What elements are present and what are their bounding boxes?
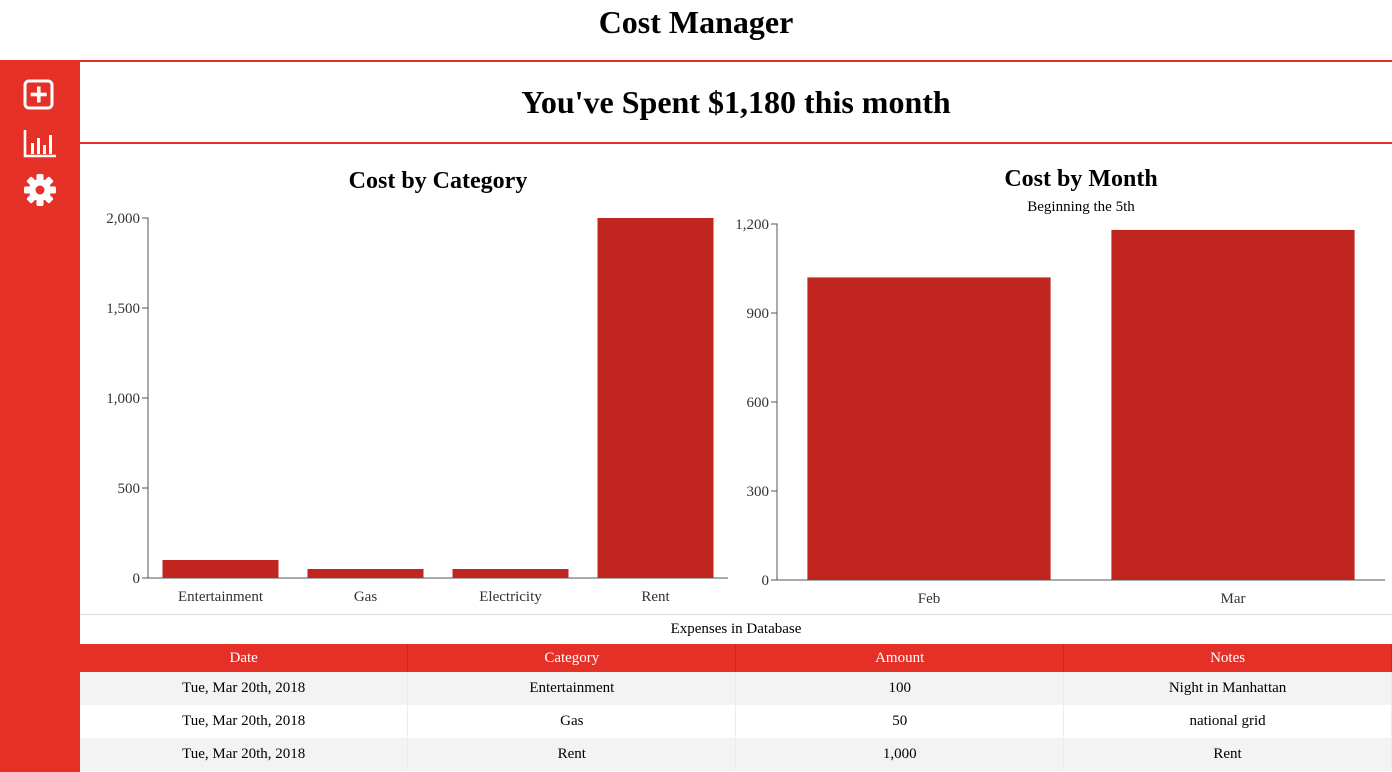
- table-header-row: Date Category Amount Notes: [80, 644, 1392, 672]
- y-tick-label: 0: [133, 571, 141, 587]
- monthly-summary: You've Spent $1,180 this month: [80, 60, 1392, 144]
- x-tick-label: Mar: [1221, 591, 1246, 607]
- cost-by-category-chart: Cost by Category 0 500 1,000 1,500 2,000 Enter…: [80, 146, 730, 612]
- cost-by-month-svg: Cost by Month Beginning the 5th 0 300 600 900…: [735, 166, 1385, 607]
- bar-feb: [807, 277, 1051, 580]
- cell-notes: Night in Manhattan: [1063, 672, 1392, 705]
- x-tick-label: Gas: [354, 589, 377, 605]
- cell-notes: national grid: [1063, 705, 1392, 738]
- main-content: You've Spent $1,180 this month Cost by C…: [80, 60, 1392, 772]
- add-expense-button[interactable]: [22, 78, 58, 114]
- bar-electricity: [452, 569, 569, 578]
- bar-mar: [1111, 229, 1355, 580]
- cell-category: Entertainment: [407, 672, 737, 705]
- y-tick-label: 600: [747, 395, 770, 411]
- column-header-notes[interactable]: Notes: [1063, 644, 1392, 672]
- expenses-table: Date Category Amount Notes Tue, Mar 20th…: [80, 644, 1392, 771]
- bar-entertainment: [162, 560, 279, 578]
- column-header-date[interactable]: Date: [80, 644, 409, 672]
- cell-category: Rent: [407, 738, 737, 771]
- bar-chart-icon: [22, 126, 58, 162]
- cost-by-category-svg: Cost by Category 0 500 1,000 1,500 2,000 Enter…: [106, 168, 728, 605]
- table-row[interactable]: Tue, Mar 20th, 2018 Gas 50 national grid: [80, 705, 1392, 738]
- y-tick-label: 1,000: [106, 391, 140, 407]
- bar-rent: [597, 218, 714, 578]
- x-tick-label: Rent: [641, 589, 670, 605]
- cell-notes: Rent: [1063, 738, 1392, 771]
- expenses-section: Expenses in Database Date Category Amoun…: [80, 614, 1392, 772]
- cell-date: Tue, Mar 20th, 2018: [80, 672, 409, 705]
- y-tick-label: 500: [118, 481, 141, 497]
- bar-gas: [307, 569, 424, 578]
- app-title: Cost Manager: [598, 4, 794, 40]
- cell-amount: 100: [735, 672, 1065, 705]
- chart-subtitle: Beginning the 5th: [1027, 199, 1135, 215]
- y-tick-label: 0: [762, 573, 770, 589]
- column-header-amount[interactable]: Amount: [735, 644, 1065, 672]
- cell-date: Tue, Mar 20th, 2018: [80, 705, 409, 738]
- y-tick-label: 300: [747, 484, 770, 500]
- cell-amount: 50: [735, 705, 1065, 738]
- app-header: Cost Manager: [0, 0, 1392, 60]
- sidebar: [0, 60, 80, 772]
- y-tick-label: 900: [747, 306, 770, 322]
- x-tick-label: Entertainment: [178, 589, 264, 605]
- expenses-caption: Expenses in Database: [670, 621, 802, 637]
- table-row[interactable]: Tue, Mar 20th, 2018 Rent 1,000 Rent: [80, 738, 1392, 771]
- gear-icon: [22, 172, 58, 208]
- monthly-spent-text: You've Spent $1,180 this month: [521, 84, 951, 120]
- plus-square-icon: [22, 78, 58, 114]
- charts-button[interactable]: [22, 126, 58, 162]
- settings-button[interactable]: [22, 172, 58, 208]
- cell-category: Gas: [407, 705, 737, 738]
- y-tick-label: 1,500: [106, 301, 140, 317]
- x-tick-label: Feb: [918, 591, 941, 607]
- x-tick-label: Electricity: [479, 589, 542, 605]
- cell-date: Tue, Mar 20th, 2018: [80, 738, 409, 771]
- chart-title: Cost by Month: [1004, 166, 1157, 192]
- chart-title: Cost by Category: [349, 168, 528, 194]
- table-row[interactable]: Tue, Mar 20th, 2018 Entertainment 100 Ni…: [80, 672, 1392, 705]
- cell-amount: 1,000: [735, 738, 1065, 771]
- cost-by-month-chart: Cost by Month Beginning the 5th 0 300 600 900…: [735, 146, 1392, 612]
- y-tick-label: 1,200: [735, 217, 769, 233]
- column-header-category[interactable]: Category: [407, 644, 737, 672]
- y-tick-label: 2,000: [106, 211, 140, 227]
